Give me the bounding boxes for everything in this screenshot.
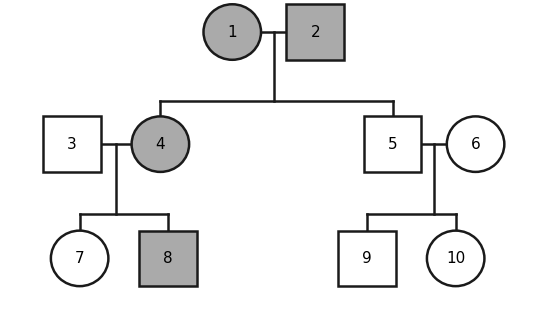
Text: 7: 7 bbox=[75, 251, 85, 266]
FancyBboxPatch shape bbox=[338, 231, 396, 286]
Circle shape bbox=[427, 231, 484, 286]
FancyBboxPatch shape bbox=[43, 117, 101, 172]
Text: 6: 6 bbox=[471, 137, 481, 152]
Circle shape bbox=[204, 4, 261, 60]
Circle shape bbox=[132, 117, 189, 172]
Text: 5: 5 bbox=[388, 137, 398, 152]
FancyBboxPatch shape bbox=[139, 231, 197, 286]
Text: 2: 2 bbox=[310, 24, 320, 39]
Text: 4: 4 bbox=[155, 137, 165, 152]
Text: 1: 1 bbox=[227, 24, 237, 39]
Text: 10: 10 bbox=[446, 251, 465, 266]
FancyBboxPatch shape bbox=[364, 117, 421, 172]
Circle shape bbox=[447, 117, 504, 172]
FancyBboxPatch shape bbox=[286, 4, 344, 60]
Text: 8: 8 bbox=[163, 251, 173, 266]
Circle shape bbox=[51, 231, 108, 286]
Text: 3: 3 bbox=[67, 137, 77, 152]
Text: 9: 9 bbox=[362, 251, 372, 266]
